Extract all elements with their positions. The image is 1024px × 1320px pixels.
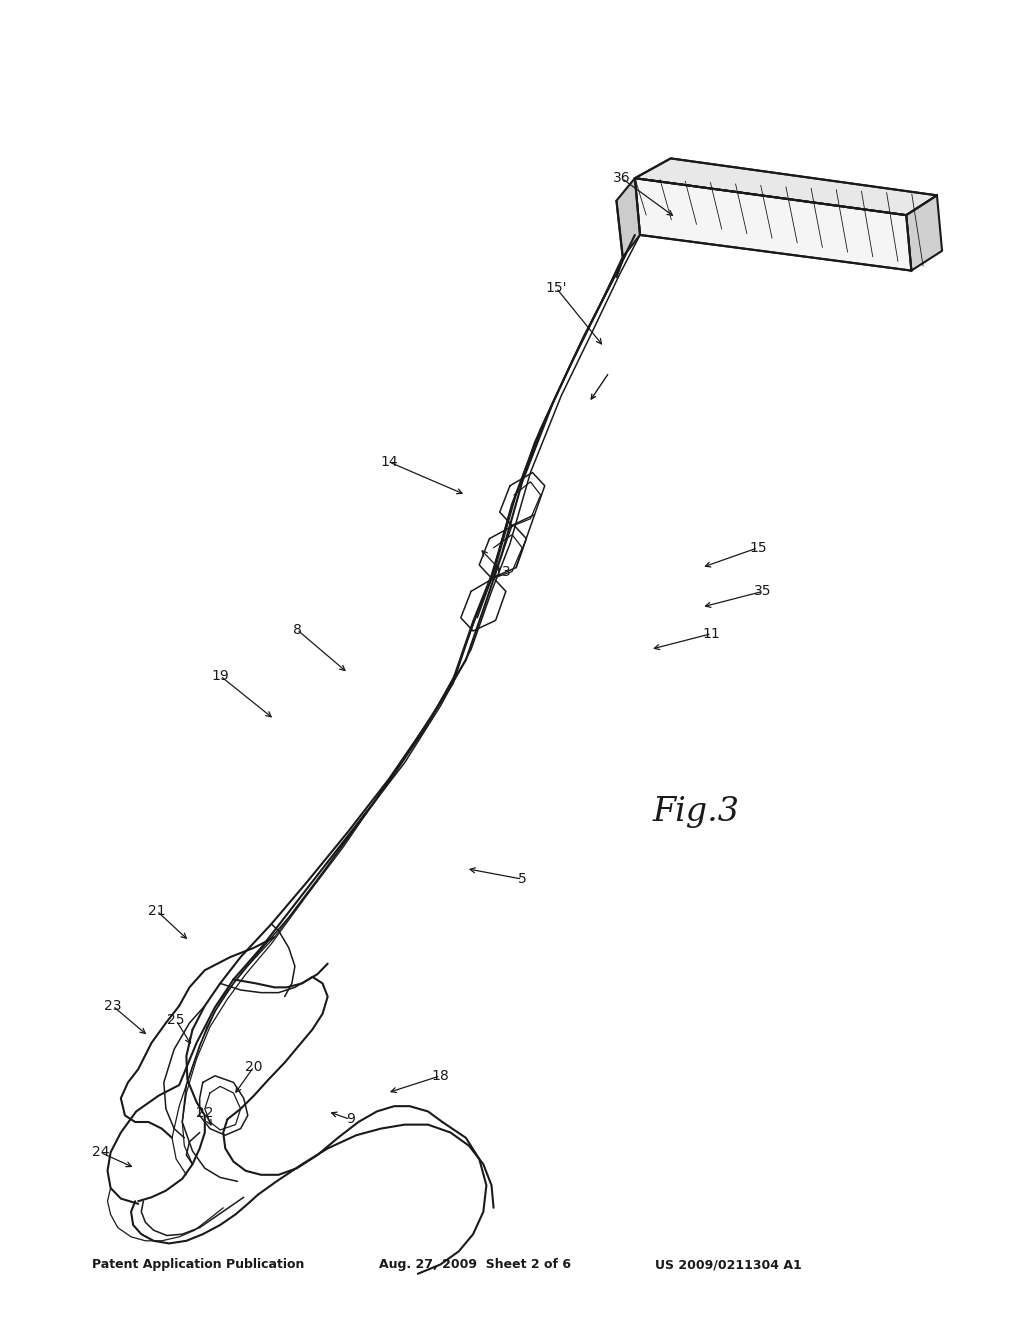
Text: 15: 15 — [749, 541, 767, 554]
Polygon shape — [616, 178, 640, 257]
Polygon shape — [635, 178, 911, 271]
Text: 5: 5 — [518, 873, 526, 886]
Text: 19: 19 — [211, 669, 229, 682]
Text: US 2009/0211304 A1: US 2009/0211304 A1 — [655, 1258, 802, 1271]
Text: 9: 9 — [346, 1113, 354, 1126]
Text: 14: 14 — [380, 455, 398, 469]
Text: 23: 23 — [103, 999, 122, 1012]
Text: 13: 13 — [493, 565, 511, 578]
Text: 21: 21 — [147, 904, 166, 917]
Text: 18: 18 — [431, 1069, 450, 1082]
Polygon shape — [635, 158, 937, 215]
Text: 15': 15' — [546, 281, 566, 294]
Text: 8: 8 — [293, 623, 301, 636]
Text: 11: 11 — [702, 627, 721, 640]
Text: 22: 22 — [196, 1106, 214, 1119]
Polygon shape — [906, 195, 942, 271]
Text: Patent Application Publication: Patent Application Publication — [92, 1258, 304, 1271]
Text: 24: 24 — [91, 1146, 110, 1159]
Text: 25: 25 — [167, 1014, 185, 1027]
Text: 36: 36 — [612, 172, 631, 185]
Text: 20: 20 — [245, 1060, 263, 1073]
Text: 35: 35 — [754, 585, 772, 598]
Text: Aug. 27, 2009  Sheet 2 of 6: Aug. 27, 2009 Sheet 2 of 6 — [379, 1258, 571, 1271]
Text: Fig.3: Fig.3 — [653, 796, 739, 828]
